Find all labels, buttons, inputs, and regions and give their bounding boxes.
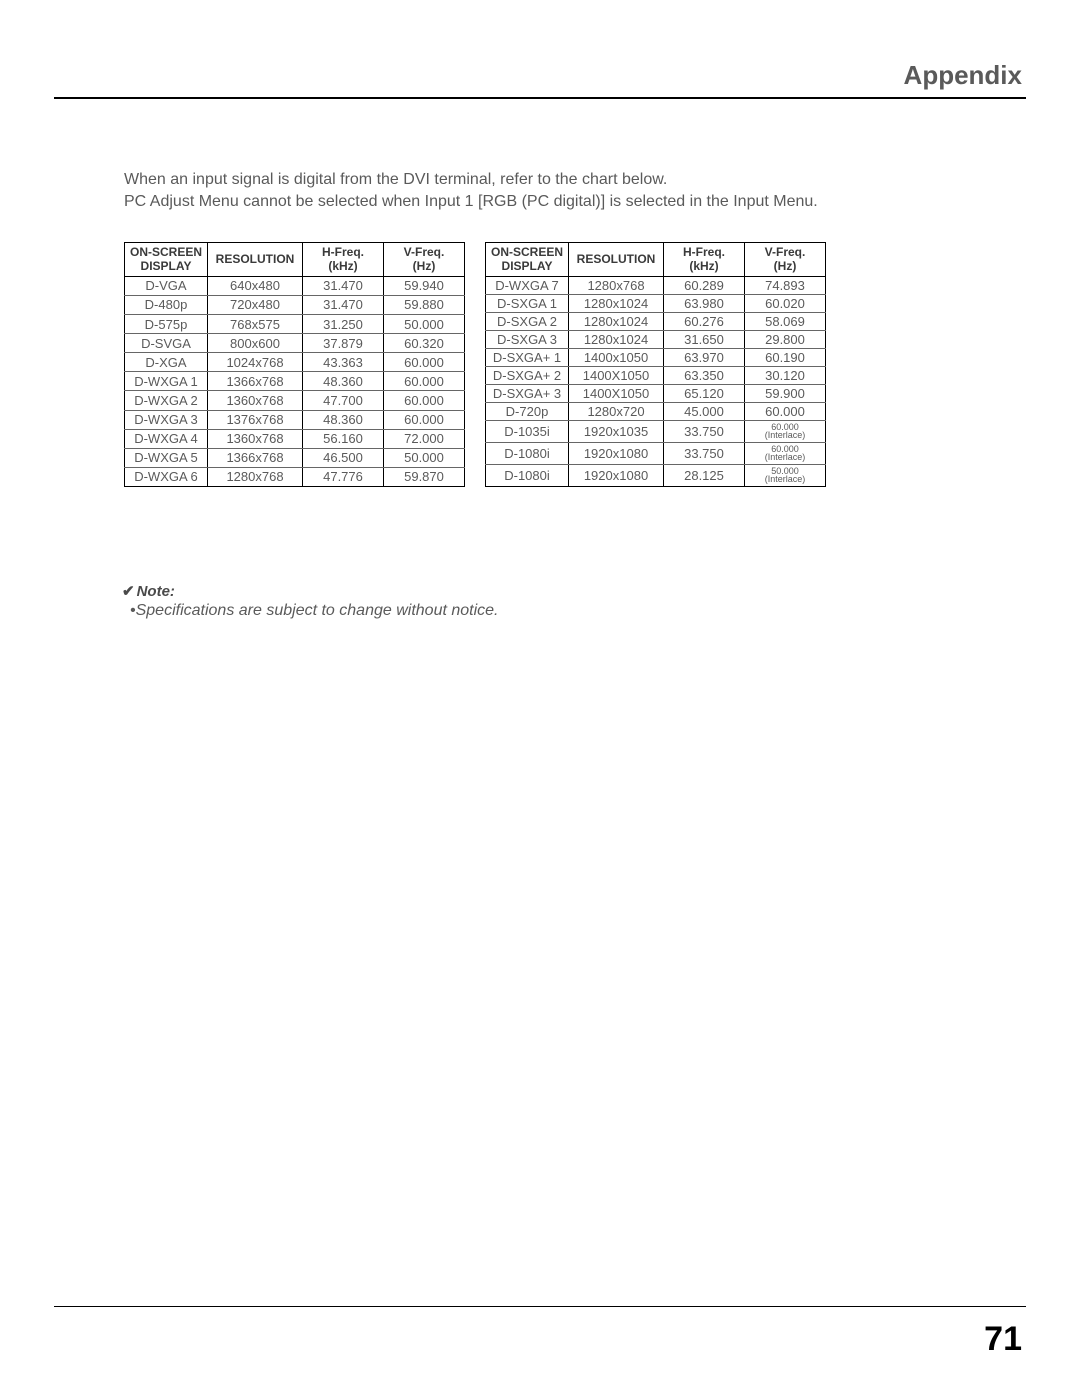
table-row: D-WXGA 51366x76846.50050.000 [125, 448, 465, 467]
table-row: D-WXGA 61280x76847.77659.870 [125, 467, 465, 486]
th-resolution: RESOLUTION [208, 243, 303, 277]
checkmark-icon: ✔ [122, 583, 135, 600]
table-row: D-WXGA 71280x76860.28974.893 [486, 276, 826, 294]
th-h-freq: H-Freq. (kHz) [664, 243, 745, 277]
page-number: 71 [984, 1320, 1022, 1359]
table-row: D-WXGA 41360x76856.16072.000 [125, 429, 465, 448]
table-row: D-SXGA+ 11400x105063.97060.190 [486, 348, 826, 366]
th-v-freq: V-Freq. (Hz) [384, 243, 465, 277]
table-row: D-720p1280x72045.00060.000 [486, 402, 826, 420]
note-body: •Specifications are subject to change wi… [130, 602, 1026, 620]
table-row: D-SXGA+ 31400X105065.12059.900 [486, 384, 826, 402]
note-block: ✔Note: •Specifications are subject to ch… [122, 582, 1026, 620]
table-row: D-1035i1920x103533.75060.000(Interlace) [486, 420, 826, 442]
footer-divider [54, 1306, 1026, 1307]
note-label: Note: [137, 583, 175, 600]
table-row: D-XGA1024x76843.36360.000 [125, 353, 465, 372]
th-v-freq: V-Freq. (Hz) [745, 243, 826, 277]
table-row: D-SXGA 21280x102460.27658.069 [486, 312, 826, 330]
table-row: D-SXGA+ 21400X105063.35030.120 [486, 366, 826, 384]
note-text: Specifications are subject to change wit… [136, 602, 499, 619]
table-row: D-WXGA 11366x76848.36060.000 [125, 372, 465, 391]
signal-table-left: ON-SCREEN DISPLAY RESOLUTION H-Freq. (kH… [124, 242, 465, 487]
intro-line-1: When an input signal is digital from the… [124, 171, 667, 188]
table-row: D-575p768x57531.25050.000 [125, 315, 465, 334]
table-row: D-WXGA 21360x76847.70060.000 [125, 391, 465, 410]
signal-table-right: ON-SCREEN DISPLAY RESOLUTION H-Freq. (kH… [485, 242, 826, 487]
table-row: D-WXGA 31376x76848.36060.000 [125, 410, 465, 429]
table-row: D-1080i1920x108028.12550.000(Interlace) [486, 464, 826, 486]
th-h-freq: H-Freq. (kHz) [303, 243, 384, 277]
table-row: D-1080i1920x108033.75060.000(Interlace) [486, 442, 826, 464]
intro-line-2: PC Adjust Menu cannot be selected when I… [124, 193, 818, 210]
th-on-screen-display: ON-SCREEN DISPLAY [486, 243, 569, 277]
table-row: D-480p720x48031.47059.880 [125, 295, 465, 314]
table-row: D-SXGA 31280x102431.65029.800 [486, 330, 826, 348]
th-on-screen-display: ON-SCREEN DISPLAY [125, 243, 208, 277]
table-row: D-SVGA800x60037.87960.320 [125, 334, 465, 353]
header-title: Appendix [54, 60, 1026, 99]
table-row: D-SXGA 11280x102463.98060.020 [486, 294, 826, 312]
th-resolution: RESOLUTION [569, 243, 664, 277]
intro-text: When an input signal is digital from the… [124, 169, 1026, 212]
signal-tables: ON-SCREEN DISPLAY RESOLUTION H-Freq. (kH… [124, 242, 1026, 487]
table-row: D-VGA640x48031.47059.940 [125, 276, 465, 295]
note-heading: ✔Note: [122, 582, 1026, 600]
